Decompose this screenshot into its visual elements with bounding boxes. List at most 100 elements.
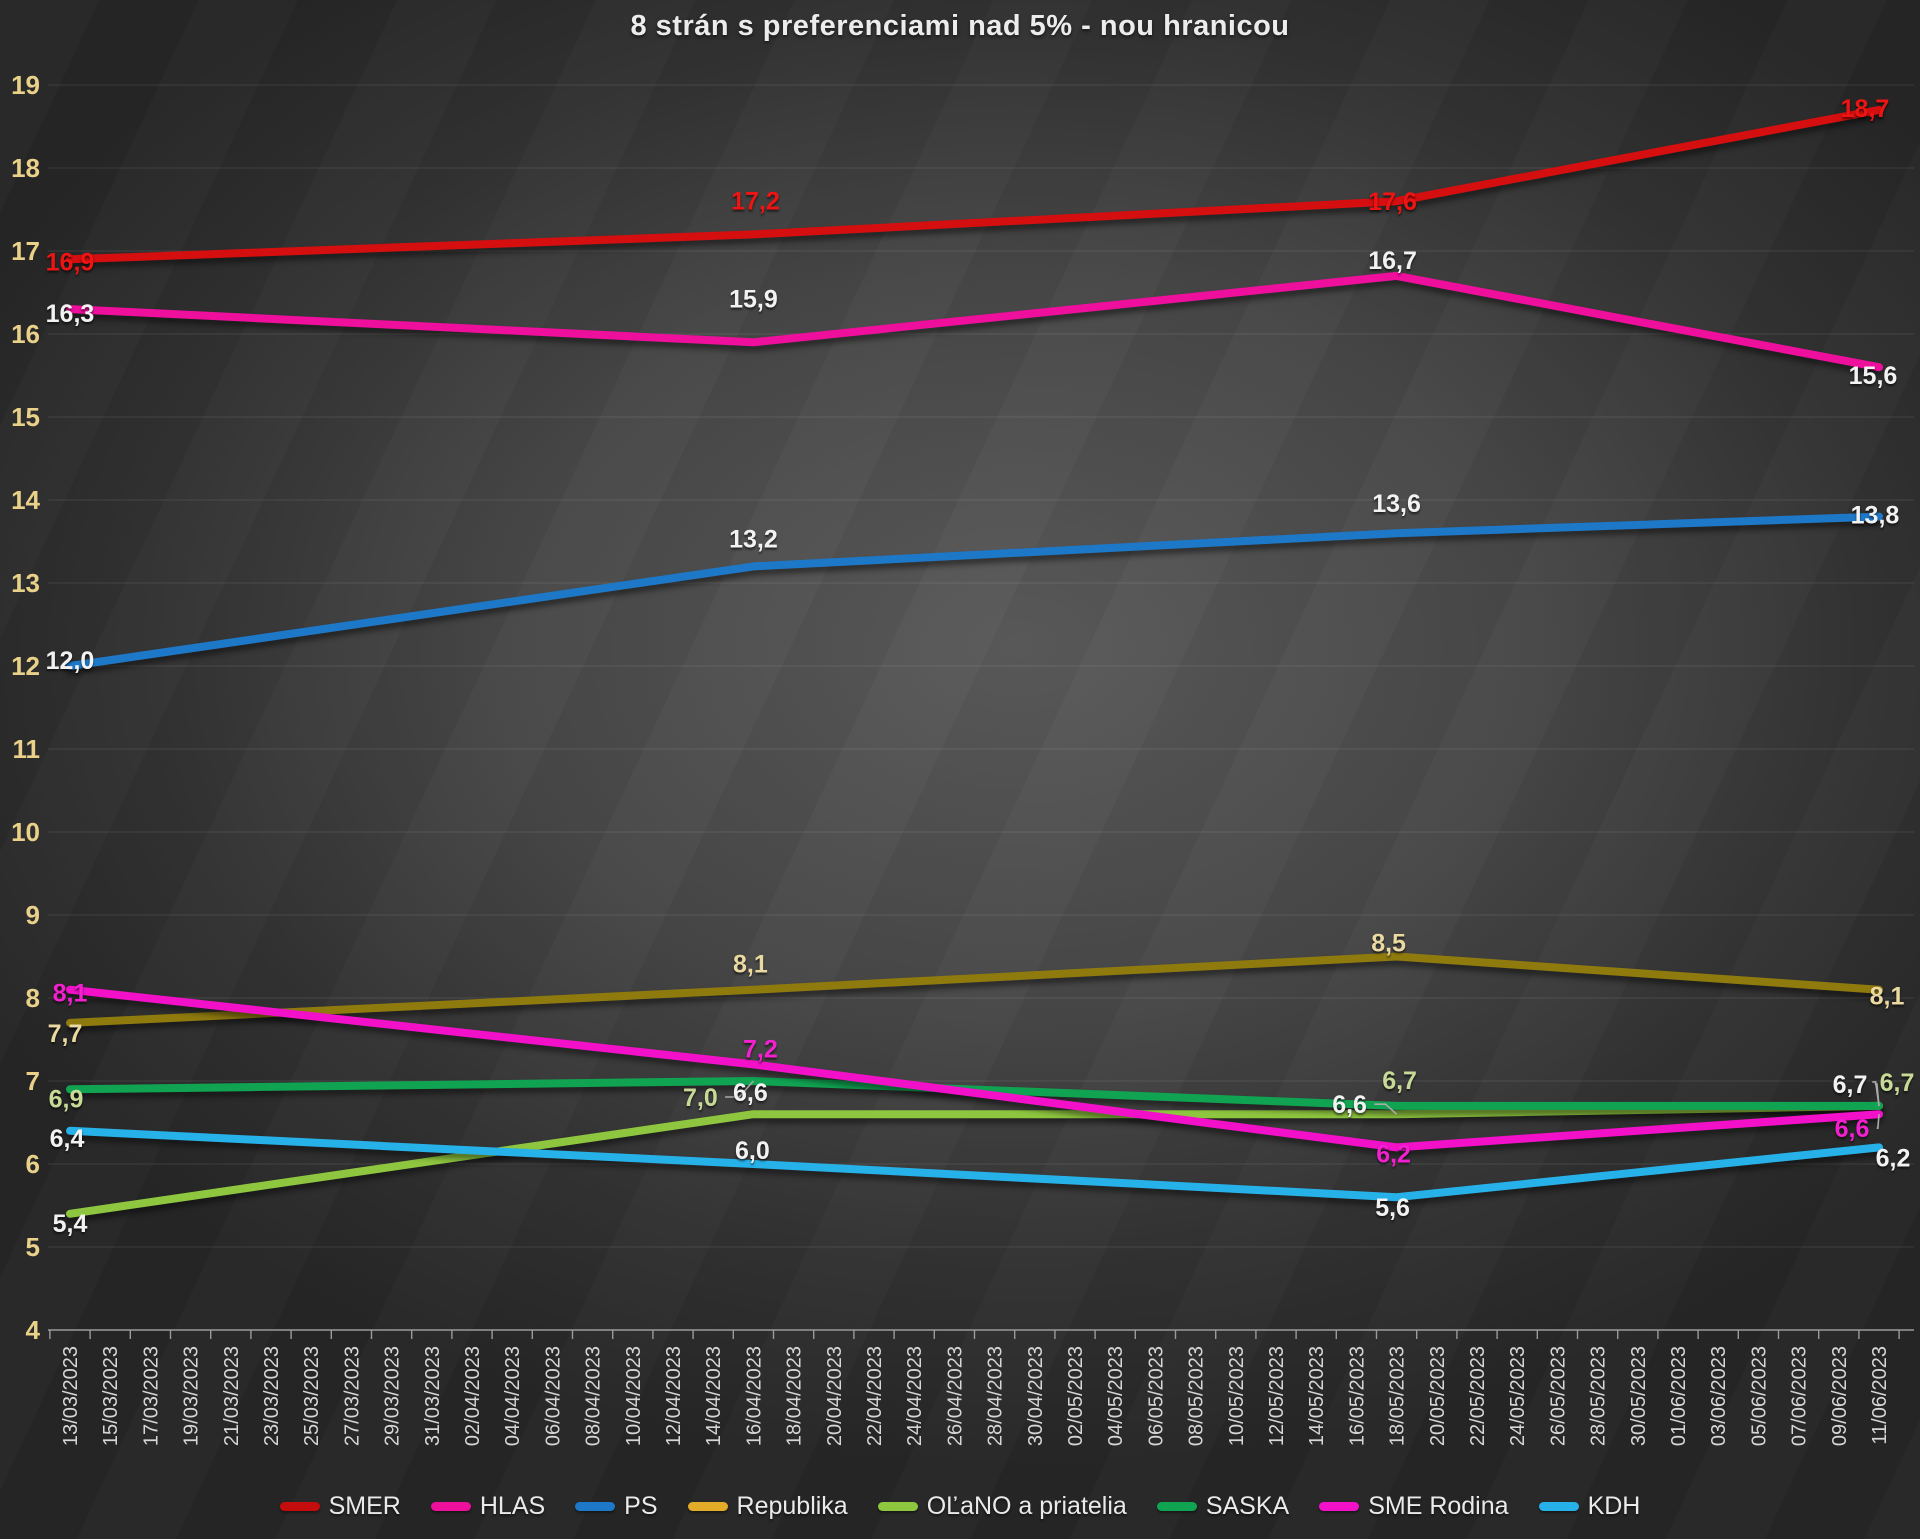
y-axis-label: 9 — [26, 900, 40, 930]
x-axis-label: 28/04/2023 — [985, 1346, 1007, 1446]
x-axis-label: 05/06/2023 — [1748, 1346, 1770, 1446]
y-axis-label: 14 — [11, 485, 40, 515]
data-label-sme-rodina-13-03-2023: 8,1 — [53, 980, 88, 1008]
x-axis-label: 10/05/2023 — [1226, 1346, 1248, 1446]
legend-label: KDH — [1587, 1492, 1641, 1520]
data-label-saska-11-06-2023: 6,7 — [1880, 1069, 1915, 1097]
x-axis-label: 15/03/2023 — [100, 1346, 122, 1446]
x-axis-label: 03/06/2023 — [1708, 1346, 1730, 1446]
data-label-o-ano-a-priatelia-18-05-2023: 6,6 — [1332, 1091, 1367, 1119]
data-label-kdh-11-06-2023: 6,2 — [1876, 1144, 1911, 1172]
data-label-hlas-18-05-2023: 16,7 — [1368, 247, 1417, 275]
y-axis-label: 10 — [11, 817, 40, 847]
y-axis-label: 8 — [26, 983, 40, 1013]
data-label-leader-saska — [725, 1080, 754, 1098]
x-axis-label: 19/03/2023 — [181, 1346, 203, 1446]
x-axis-label: 29/03/2023 — [382, 1346, 404, 1446]
x-axis-label: 18/04/2023 — [784, 1346, 806, 1446]
x-axis-label: 28/05/2023 — [1588, 1346, 1610, 1446]
x-axis-label: 16/04/2023 — [743, 1346, 765, 1446]
x-axis-label: 12/04/2023 — [663, 1346, 685, 1446]
y-axis-label: 4 — [26, 1315, 41, 1345]
x-axis-label: 23/03/2023 — [261, 1346, 283, 1446]
x-axis-label: 02/04/2023 — [462, 1346, 484, 1446]
x-axis-label: 14/04/2023 — [703, 1346, 725, 1446]
x-axis-label: 04/04/2023 — [502, 1346, 524, 1446]
data-label-ps-11-06-2023: 13,8 — [1851, 502, 1900, 530]
y-axis-label: 7 — [26, 1066, 40, 1096]
legend-swatch-republika — [687, 1502, 728, 1511]
legend-label: Republika — [736, 1492, 848, 1520]
x-axis-label: 09/06/2023 — [1829, 1346, 1851, 1446]
x-axis-label: 01/06/2023 — [1668, 1346, 1690, 1446]
series-line-smer — [66, 105, 1883, 264]
data-label-smer-16-04-2023: 17,2 — [731, 187, 780, 215]
series-line-saska — [66, 1077, 1883, 1110]
y-axis-label: 5 — [26, 1232, 40, 1262]
data-label-saska-13-03-2023: 6,9 — [49, 1085, 84, 1113]
legend-label: OĽaNO a priatelia — [926, 1492, 1127, 1520]
data-label-leader-sme-rodina — [1876, 1114, 1880, 1129]
x-axis-label: 07/06/2023 — [1789, 1346, 1811, 1446]
y-axis-label: 18 — [11, 153, 40, 183]
x-axis-label: 24/05/2023 — [1507, 1346, 1529, 1446]
x-axis-label: 10/04/2023 — [623, 1346, 645, 1446]
data-label-sme-rodina-11-06-2023: 6,6 — [1835, 1115, 1870, 1143]
x-axis-label: 22/04/2023 — [864, 1346, 886, 1446]
data-label-republika-16-04-2023: 8,1 — [733, 951, 768, 979]
x-axis-label: 08/04/2023 — [583, 1346, 605, 1446]
x-axis-label: 16/05/2023 — [1346, 1346, 1368, 1446]
x-axis-label: 04/05/2023 — [1105, 1346, 1127, 1446]
legend-item-sme-rodina: SME Rodina — [1319, 1492, 1509, 1521]
data-label-hlas-13-03-2023: 16,3 — [46, 300, 95, 328]
x-axis-label: 31/03/2023 — [422, 1346, 444, 1446]
x-axis-label: 18/05/2023 — [1387, 1346, 1409, 1446]
y-axis-label: 11 — [13, 734, 41, 764]
data-label-saska-18-05-2023: 6,7 — [1382, 1067, 1417, 1095]
legend-swatch-smer — [279, 1502, 320, 1511]
legend-item-republika: Republika — [687, 1492, 848, 1521]
chart-legend: SMER HLAS PS Republika OĽaNO a priatelia SASK… — [0, 1492, 1920, 1521]
data-label-leader-o-ano-a-priatelia — [1374, 1103, 1398, 1115]
x-axis-label: 26/04/2023 — [944, 1346, 966, 1446]
legend-label: SMER — [328, 1492, 401, 1520]
x-axis-label: 08/05/2023 — [1186, 1346, 1208, 1446]
legend-label: SME Rodina — [1368, 1492, 1509, 1520]
y-axis-label: 19 — [11, 70, 40, 100]
y-axis-label: 12 — [11, 651, 40, 681]
x-axis-label: 11/06/2023 — [1869, 1346, 1891, 1445]
legend-item-smer: SMER — [279, 1492, 401, 1521]
data-label-leader-saska — [1872, 1081, 1880, 1107]
y-axis-label: 6 — [26, 1149, 40, 1179]
data-label-hlas-16-04-2023: 15,9 — [729, 285, 778, 313]
chart-title: 8 strán s preferenciami nad 5% - nou hra… — [630, 10, 1290, 42]
data-label-ps-18-05-2023: 13,6 — [1372, 490, 1421, 518]
x-axis-label: 17/03/2023 — [140, 1346, 162, 1446]
y-axis-label: 13 — [11, 568, 40, 598]
data-label-o-ano-a-priatelia-11-06-2023: 6,7 — [1833, 1071, 1868, 1099]
legend-item-o-ano-a-priatelia: OĽaNO a priatelia — [877, 1492, 1127, 1521]
x-axis-label: 30/04/2023 — [1025, 1346, 1047, 1446]
data-label-ps-16-04-2023: 13,2 — [729, 525, 778, 553]
data-label-sme-rodina-16-04-2023: 7,2 — [743, 1035, 778, 1063]
legend-label: SASKA — [1205, 1492, 1290, 1520]
series-line-kdh — [66, 1126, 1883, 1202]
legend-swatch-hlas — [430, 1502, 471, 1511]
x-axis-label: 14/05/2023 — [1306, 1346, 1328, 1446]
data-label-smer-11-06-2023: 18,7 — [1841, 95, 1890, 123]
x-axis-label: 20/04/2023 — [824, 1346, 846, 1446]
legend-swatch-kdh — [1538, 1502, 1579, 1511]
series-line-hlas — [66, 271, 1883, 372]
x-axis-label: 22/05/2023 — [1467, 1346, 1489, 1446]
x-axis-label: 02/05/2023 — [1065, 1346, 1087, 1446]
x-axis-label: 24/04/2023 — [904, 1346, 926, 1446]
series-line-o-ano-a-priatelia — [66, 1101, 1883, 1218]
data-label-ps-13-03-2023: 12,0 — [46, 647, 95, 675]
legend-label: HLAS — [479, 1492, 546, 1520]
x-axis-label: 13/03/2023 — [60, 1346, 82, 1446]
data-label-republika-18-05-2023: 8,5 — [1371, 930, 1406, 958]
series-line-sme-rodina — [66, 985, 1883, 1152]
y-axis-label: 16 — [11, 319, 40, 349]
x-axis-label: 30/05/2023 — [1628, 1346, 1650, 1446]
